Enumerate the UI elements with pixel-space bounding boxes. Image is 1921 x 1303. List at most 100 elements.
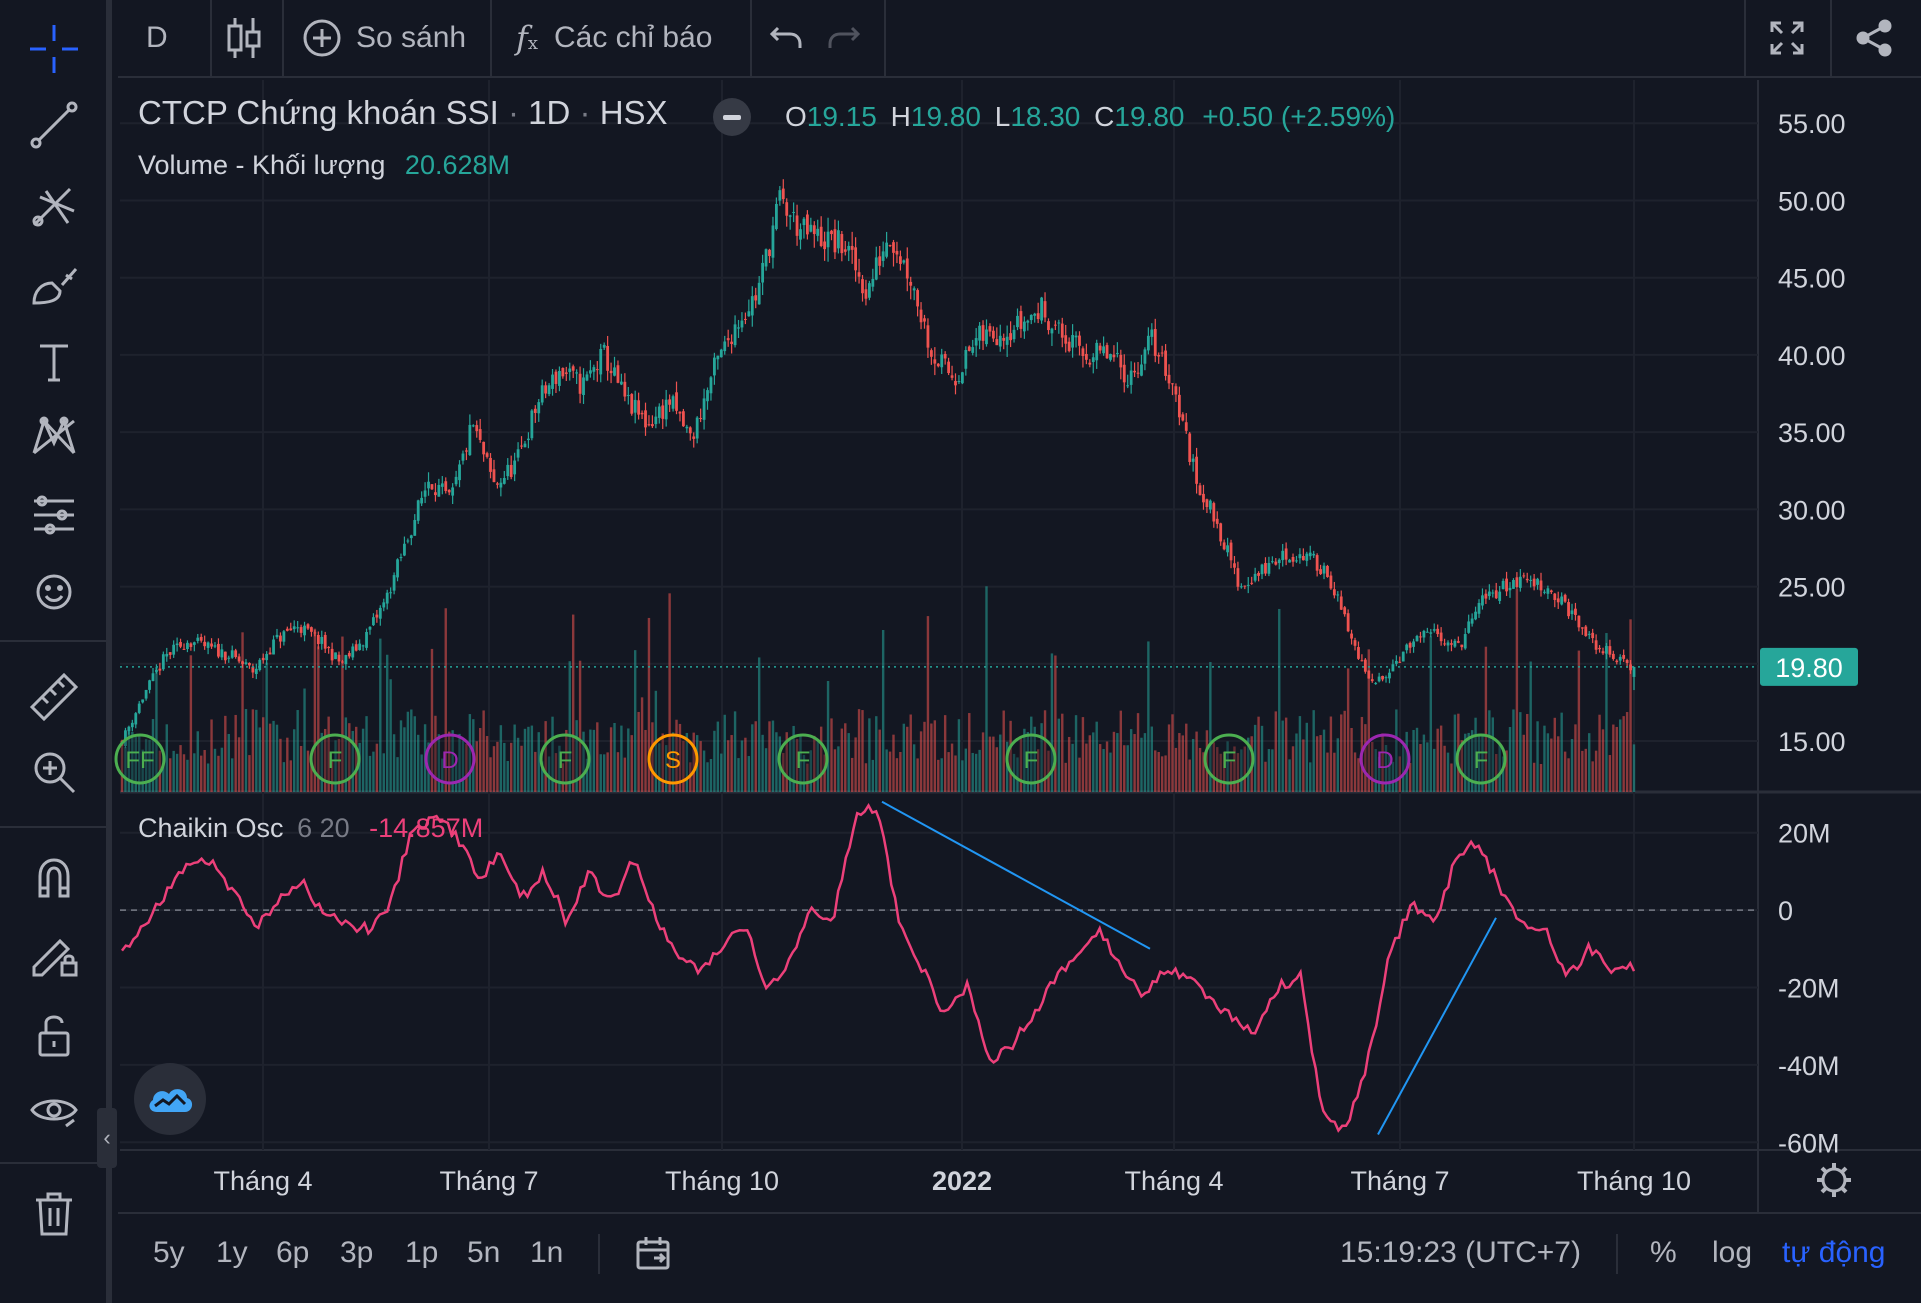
range-5y[interactable]: 5y bbox=[153, 1236, 185, 1269]
volume-bar bbox=[1439, 725, 1443, 792]
candle-body bbox=[468, 424, 472, 455]
candle-body bbox=[186, 642, 189, 649]
pattern-icon[interactable] bbox=[22, 405, 86, 469]
volume-bar bbox=[392, 734, 396, 792]
lock-drawings-icon[interactable] bbox=[22, 923, 86, 987]
crosshair-icon[interactable] bbox=[22, 17, 86, 81]
candle-body bbox=[585, 374, 589, 381]
event-marker[interactable]: F bbox=[539, 733, 591, 785]
event-marker[interactable]: F bbox=[1203, 733, 1255, 785]
magnet-icon[interactable] bbox=[22, 846, 86, 910]
candle-body bbox=[1374, 683, 1378, 685]
volume-bar bbox=[1112, 731, 1116, 792]
candle-body bbox=[434, 492, 437, 496]
share-icon[interactable] bbox=[1854, 0, 1894, 76]
range-1y[interactable]: 1y bbox=[216, 1236, 248, 1269]
compare-button[interactable]: So sánh bbox=[302, 0, 466, 76]
range-5n[interactable]: 5n bbox=[467, 1236, 501, 1269]
calendar-icon[interactable] bbox=[634, 1214, 672, 1292]
candle-body bbox=[1425, 631, 1429, 633]
interval-button[interactable]: D bbox=[146, 0, 168, 76]
volume-bar bbox=[151, 719, 155, 792]
candle-body bbox=[230, 650, 234, 658]
percent-toggle[interactable]: % bbox=[1650, 1236, 1677, 1269]
hide-legend-button[interactable] bbox=[713, 98, 751, 136]
candle-body bbox=[750, 296, 754, 316]
volume-bar bbox=[1222, 752, 1226, 792]
range-1p[interactable]: 1p bbox=[405, 1236, 439, 1269]
volume-bar bbox=[1398, 756, 1401, 792]
chart-canvas[interactable]: FF F D F S F F F D F 55.0050.0045.0040.0035.0030.… bbox=[0, 0, 1921, 1212]
zoom-in-icon[interactable] bbox=[22, 740, 86, 804]
volume-bar bbox=[1019, 738, 1023, 792]
logo-badge[interactable] bbox=[134, 1063, 206, 1135]
range-3p[interactable]: 3p bbox=[340, 1236, 374, 1269]
trash-icon[interactable] bbox=[22, 1182, 86, 1246]
eye-icon[interactable] bbox=[22, 1078, 86, 1142]
range-1n[interactable]: 1n bbox=[530, 1236, 564, 1269]
event-marker[interactable]: D bbox=[1359, 733, 1411, 785]
unlock-icon[interactable] bbox=[22, 1003, 86, 1067]
event-marker[interactable]: F bbox=[1005, 733, 1057, 785]
fullscreen-icon[interactable] bbox=[1768, 0, 1806, 76]
trend-line-icon[interactable] bbox=[22, 93, 86, 157]
oscillator-legend[interactable]: Chaikin Osc 6 20 -14.857M bbox=[138, 813, 483, 844]
emoji-icon[interactable] bbox=[22, 560, 86, 624]
chart-type-icon[interactable] bbox=[224, 0, 264, 76]
candle-body bbox=[1326, 565, 1329, 577]
auto-toggle[interactable]: tự động bbox=[1782, 1236, 1886, 1269]
text-icon[interactable] bbox=[22, 330, 86, 394]
settings-icon[interactable] bbox=[1817, 1163, 1851, 1197]
event-marker[interactable]: FF bbox=[114, 733, 166, 785]
candle-body bbox=[1319, 569, 1322, 575]
candle-body bbox=[254, 668, 258, 675]
candle-body bbox=[533, 408, 537, 413]
collapse-toolbar-button[interactable]: ‹ bbox=[97, 1108, 117, 1168]
volume-bar bbox=[1098, 744, 1102, 792]
volume-bar bbox=[699, 741, 702, 792]
volume-bar bbox=[1488, 710, 1491, 792]
candle-body bbox=[843, 249, 847, 252]
volume-bar bbox=[678, 723, 682, 792]
event-marker[interactable]: F bbox=[777, 733, 829, 785]
undo-icon[interactable] bbox=[768, 0, 804, 76]
range-6p[interactable]: 6p bbox=[276, 1236, 310, 1269]
candle-body bbox=[461, 453, 465, 461]
candle-body bbox=[1115, 352, 1119, 354]
symbol-legend[interactable]: CTCP Chứng khoán SSI · 1D · HSX bbox=[138, 94, 668, 131]
volume-bar bbox=[1563, 751, 1567, 792]
candle-body bbox=[947, 361, 951, 374]
volume-bar bbox=[389, 679, 392, 792]
volume-bar bbox=[844, 723, 847, 792]
brush-icon[interactable] bbox=[22, 253, 86, 317]
redo-icon[interactable] bbox=[826, 0, 862, 76]
candle-body bbox=[1016, 315, 1019, 328]
volume-bar bbox=[947, 752, 950, 792]
ruler-icon[interactable] bbox=[22, 665, 86, 729]
volume-bar bbox=[1264, 761, 1267, 792]
candle-body bbox=[1567, 602, 1570, 617]
candle-body bbox=[1525, 578, 1529, 581]
indicators-button[interactable]: fx Các chỉ báo bbox=[516, 0, 712, 76]
compare-label: So sánh bbox=[356, 21, 467, 54]
volume-bar bbox=[599, 754, 602, 792]
clock-time[interactable]: 15:19:23 (UTC+7) bbox=[1340, 1236, 1581, 1269]
event-marker[interactable]: F bbox=[309, 733, 361, 785]
log-toggle[interactable]: log bbox=[1712, 1236, 1753, 1269]
candle-body bbox=[616, 365, 620, 383]
forecast-icon[interactable] bbox=[22, 483, 86, 547]
candle-body bbox=[279, 635, 282, 642]
event-marker[interactable]: D bbox=[424, 733, 476, 785]
candle-body bbox=[179, 642, 182, 647]
candle-body bbox=[241, 661, 244, 664]
candle-body bbox=[544, 385, 548, 394]
volume-legend[interactable]: Volume - Khối lượng 20.628M bbox=[138, 150, 510, 181]
volume-bar bbox=[1322, 729, 1326, 792]
volume-bar bbox=[324, 728, 327, 792]
volume-bar bbox=[1102, 748, 1105, 792]
candle-body bbox=[316, 635, 320, 645]
pitchfork-icon[interactable] bbox=[22, 173, 86, 237]
volume-bar bbox=[361, 728, 365, 792]
event-marker[interactable]: F bbox=[1455, 733, 1507, 785]
event-marker[interactable]: S bbox=[647, 733, 699, 785]
